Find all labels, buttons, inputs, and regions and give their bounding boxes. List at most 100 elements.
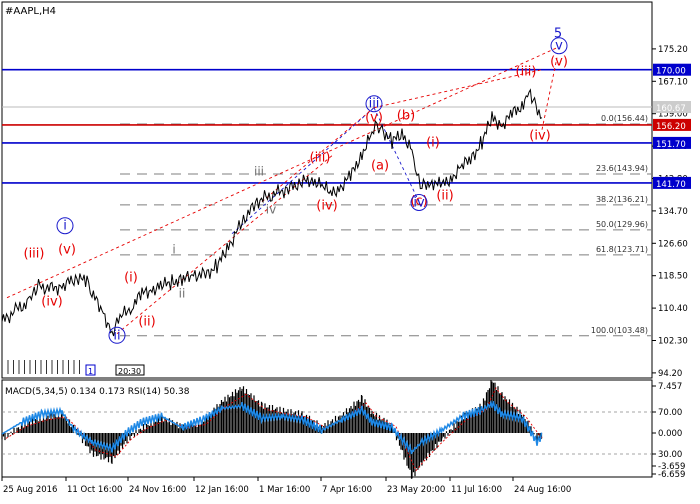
wave-circle-6 (108, 326, 126, 344)
channel-line-2 (261, 107, 375, 203)
level-tag-2 (653, 136, 691, 149)
channel-line-6 (541, 57, 558, 130)
price-series (1, 88, 543, 337)
wave-label-8: ii (179, 287, 186, 301)
wave-label-7: i (172, 243, 175, 257)
time-tick-label-8: 24 Aug 16:00 (514, 485, 571, 495)
chart-toolbar: 1 20:30 (85, 364, 145, 376)
wave-label-15: (b) (397, 109, 415, 124)
wave-label-1: (iii) (24, 247, 45, 262)
wave-label-9: iii (254, 165, 264, 179)
fib-levels: 0.0(156.44) 23.6(143.94) 38.2(136.21) 50.0(… (120, 114, 652, 337)
price-tick-label-7: 118.50 (658, 272, 688, 282)
level-tag-label-3: 141.70 (656, 180, 686, 190)
fib-label-5: 100.0(103.48) (591, 326, 648, 335)
price-tick-label-9: 102.30 (658, 337, 688, 347)
level-tag-label-1: 156.20 (656, 122, 686, 132)
price-tick-label-1: 167.10 (658, 77, 688, 87)
wave-label-11: (iii) (310, 151, 331, 166)
channel-line-0 (6, 47, 558, 299)
time-tick-label-6: 23 May 20:00 (387, 485, 445, 495)
time-tick-label-1: 11 Oct 16:00 (67, 485, 122, 495)
wave-circle-19 (410, 194, 428, 211)
macd-signal-line (5, 387, 544, 472)
macd-panel: 7.457 70.00 0.000 30.00 -3.659-6.659 (1, 379, 685, 480)
channel-line-4 (231, 107, 375, 235)
main-plot-frame (1, 1, 653, 379)
wave-label-17: (i) (426, 136, 440, 151)
macd-tick-label-2: 0.000 (658, 429, 682, 439)
wave-label-13: iii (369, 97, 380, 112)
macd-tick-label-3: 30.00 (658, 450, 682, 460)
price-tick-label-6: 126.60 (658, 239, 688, 249)
channel-line-1 (116, 155, 333, 335)
time-tick-label-3: 12 Jan 16:00 (195, 485, 249, 495)
symbol-label: #AAPL,H4 (5, 6, 56, 17)
price-tags: 170.00 156.20 151.70 141.70 160.67 (653, 63, 691, 190)
macd-plot-frame (1, 379, 653, 478)
zoom-label: 20:30 (118, 367, 141, 376)
wave-label-10: iv (266, 203, 276, 217)
level-tag-1 (653, 118, 691, 131)
wave-label-24: v (555, 39, 563, 54)
wave-circle-24 (550, 37, 568, 55)
level-tag-label-2: 151.70 (656, 140, 686, 150)
fib-label-2: 38.2(136.21) (596, 195, 648, 204)
level-tag-label-0: 170.00 (656, 67, 686, 77)
time-axis: 25 Aug 2016 11 Oct 16:00 24 Nov 16:00 12 Ja… (1, 360, 571, 495)
price-tick-label-0: 175.20 (658, 45, 688, 55)
wave-label-2: (v) (58, 243, 76, 258)
level-tag-3 (653, 176, 691, 189)
macd-tick-label-5: -6.659 (658, 470, 685, 480)
macd-tick-label-4: -3.659 (658, 462, 685, 472)
wave-label-6: ii (113, 328, 120, 343)
wave-circle-13 (365, 95, 383, 113)
fib-label-0: 0.0(156.44) (601, 114, 648, 123)
fib-label-3: 50.0(129.96) (596, 220, 648, 229)
wave-label-19: iv (413, 196, 425, 211)
marker-label: 1 (88, 367, 93, 376)
time-tick-label-0: 25 Aug 2016 (3, 485, 57, 495)
price-line (1, 88, 543, 337)
wave-circle-0 (56, 217, 74, 235)
time-tick-label-4: 1 Mar 16:00 (259, 485, 310, 495)
macd-tick-label-1: 70.00 (658, 408, 682, 418)
zoom-button[interactable] (115, 364, 145, 376)
wave-label-23: 5 (554, 27, 562, 42)
price-tick-label-2: 159.00 (658, 110, 688, 120)
current-price-tag (653, 101, 691, 114)
level-tag-0 (653, 63, 691, 76)
wave-label-4: (i) (124, 271, 138, 286)
rsi-line (1, 399, 543, 455)
macd-tick-label-0: 7.457 (658, 382, 682, 392)
time-tick-label-2: 24 Nov 16:00 (129, 485, 186, 495)
channel-line-3 (373, 69, 543, 109)
current-price-label: 160.67 (656, 104, 686, 114)
wave-label-18: (c) (410, 194, 427, 209)
wave-labels: i(iii) (v)(iv)(i)(ii)iiiiiiiiiv(iii)(iv)i… (24, 27, 568, 344)
wave-label-5: (ii) (138, 315, 155, 330)
wave-label-25: (v) (550, 55, 568, 70)
channel-line-5 (373, 107, 420, 202)
price-tick-label-5: 134.70 (658, 207, 688, 217)
wave-label-21: (iii) (516, 65, 537, 80)
wave-label-20: (ii) (436, 189, 453, 204)
time-tick-label-5: 7 Apr 16:00 (322, 485, 372, 495)
wave-label-14: (v) (365, 111, 383, 126)
wave-label-3: (iv) (41, 295, 62, 310)
wave-label-16: (a) (371, 159, 389, 174)
fib-label-4: 61.8(123.71) (596, 245, 648, 254)
macd-label: MACD(5,34,5) 0.134 0.173 RSI(14) 50.38 (5, 387, 190, 397)
wave-label-0: i (63, 219, 67, 234)
wave-label-12: (iv) (316, 199, 337, 214)
wave-label-22: (iv) (529, 129, 550, 144)
marker-button[interactable] (85, 364, 96, 376)
fib-label-1: 23.6(143.94) (596, 164, 648, 173)
price-tick-label-10: 94.20 (658, 369, 682, 379)
price-tick-label-8: 110.40 (658, 304, 688, 314)
horizontal-levels (2, 68, 652, 184)
time-tick-label-7: 11 Jul 16:00 (451, 485, 502, 495)
channel-lines (6, 47, 558, 335)
